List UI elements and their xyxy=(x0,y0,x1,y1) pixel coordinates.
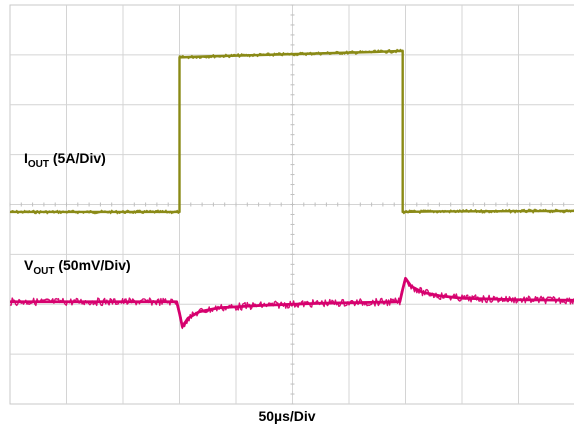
scope-traces xyxy=(9,48,574,330)
vout-series-label: VOUT (50mV/Div) xyxy=(24,257,131,277)
trace-line-1 xyxy=(10,276,574,329)
scope-grid xyxy=(9,4,574,405)
trace-line-0 xyxy=(10,49,574,214)
iout-series-label: IOUT (5A/Div) xyxy=(24,150,106,170)
x-axis-label: 50µs/Div xyxy=(258,408,315,424)
